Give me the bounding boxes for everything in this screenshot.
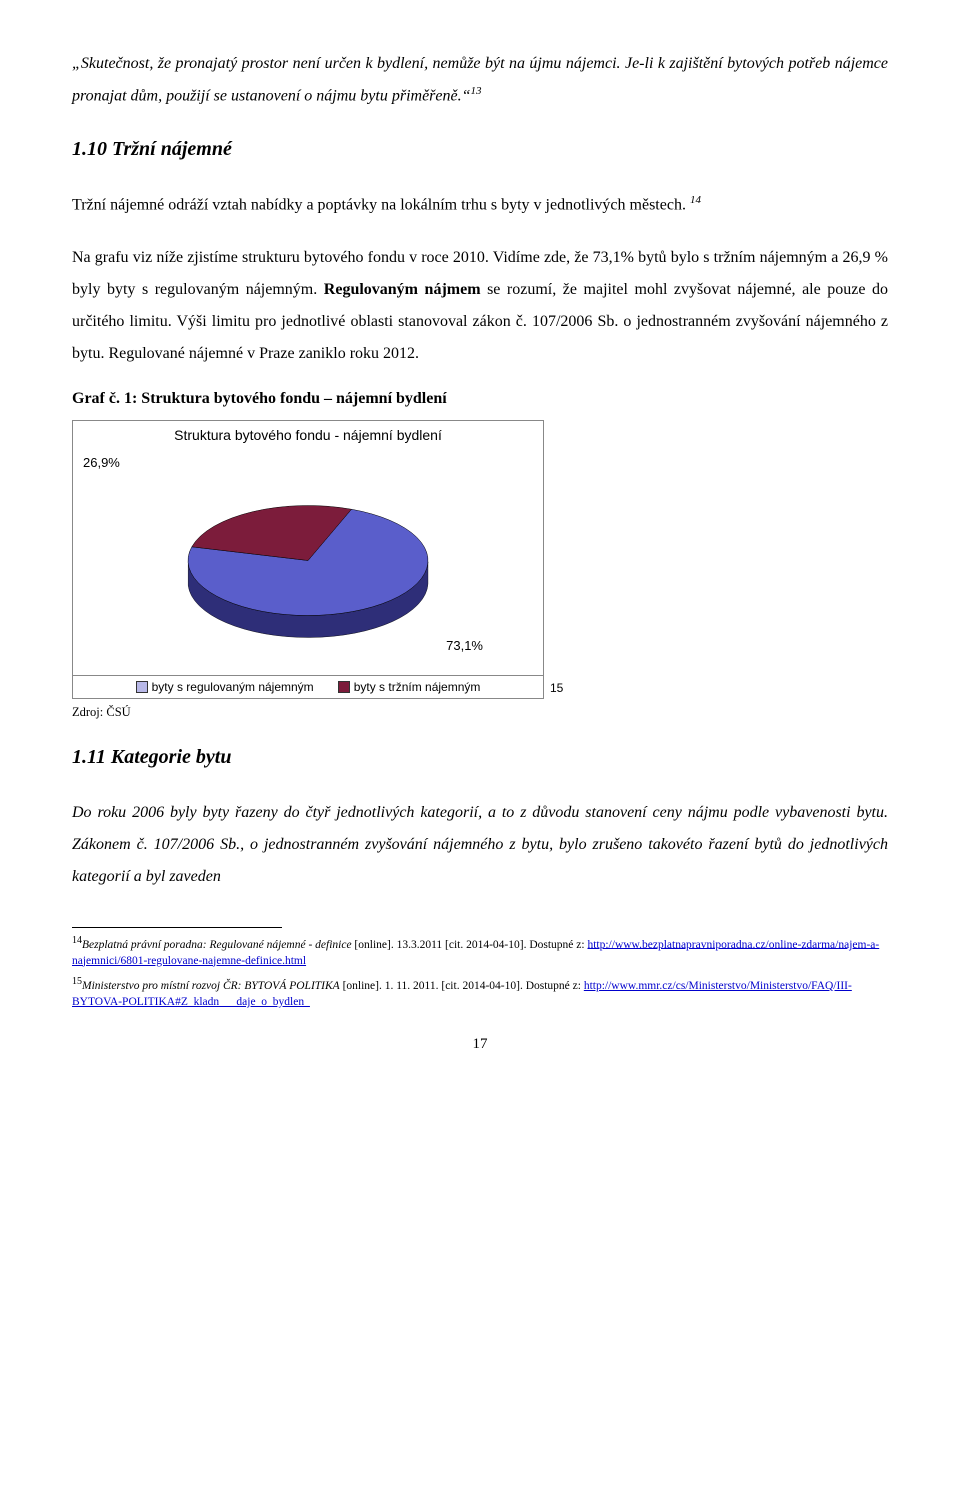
footnote-ref-15: 15 (550, 681, 563, 699)
legend-label-2: byty s tržním nájemným (354, 680, 481, 694)
legend-label-1: byty s regulovaným nájemným (152, 680, 314, 694)
pie-chart: Struktura bytového fondu - nájemní bydle… (72, 420, 544, 699)
chart-label-269: 26,9% (83, 455, 120, 470)
footnote-15-num: 15 (72, 976, 82, 987)
legend-swatch-2 (338, 681, 350, 693)
figure-caption: Graf č. 1: Struktura bytového fondu – ná… (72, 390, 888, 408)
chart-title: Struktura bytového fondu - nájemní bydle… (73, 421, 543, 445)
sec111-p1: Do roku 2006 byly byty řazeny do čtyř je… (72, 797, 888, 893)
intro-quote: „Skutečnost, že pronajatý prostor není u… (72, 48, 888, 112)
heading-1-11: 1.11 Kategorie bytu (72, 746, 888, 769)
chart-label-731: 73,1% (446, 638, 483, 653)
legend-item-1: byty s regulovaným nájemným (136, 680, 314, 694)
footnote-14: 14Bezplatná právní poradna: Regulované n… (72, 934, 888, 969)
chart-source: Zdroj: ČSÚ (72, 705, 888, 720)
heading-1-10: 1.10 Tržní nájemné (72, 138, 888, 161)
sec110-p2-bold: Regulovaným nájmem (324, 281, 481, 298)
chart-legend: byty s regulovaným nájemným byty s tržní… (73, 675, 543, 698)
footnote-separator (72, 927, 282, 928)
sec110-p2: Na grafu viz níže zjistíme strukturu byt… (72, 242, 888, 370)
footnote-15: 15Ministerstvo pro místní rozvoj ČR: BYT… (72, 975, 888, 1010)
footnote-15-rest: [online]. 1. 11. 2011. [cit. 2014-04-10]… (340, 980, 584, 992)
chart-body: 26,9% 73,1% (73, 445, 543, 675)
footnote-ref-14: 14 (690, 194, 701, 206)
sec110-p1: Tržní nájemné odráží vztah nabídky a pop… (72, 189, 888, 221)
pie-icon (163, 486, 453, 656)
footnote-14-num: 14 (72, 935, 82, 946)
page-number: 17 (72, 1036, 888, 1053)
legend-item-2: byty s tržním nájemným (338, 680, 481, 694)
legend-swatch-1 (136, 681, 148, 693)
footnote-14-rest: [online]. 13.3.2011 [cit. 2014-04-10]. D… (352, 938, 588, 950)
footnote-14-title: Bezplatná právní poradna: Regulované náj… (82, 938, 352, 950)
footnote-15-title: Ministerstvo pro místní rozvoj ČR: BYTOV… (82, 980, 340, 992)
footnote-ref-13: 13 (471, 85, 482, 97)
pie-svg-wrap (163, 486, 453, 661)
sec110-p1-text: Tržní nájemné odráží vztah nabídky a pop… (72, 197, 690, 214)
figure-row: Struktura bytového fondu - nájemní bydle… (72, 420, 888, 699)
